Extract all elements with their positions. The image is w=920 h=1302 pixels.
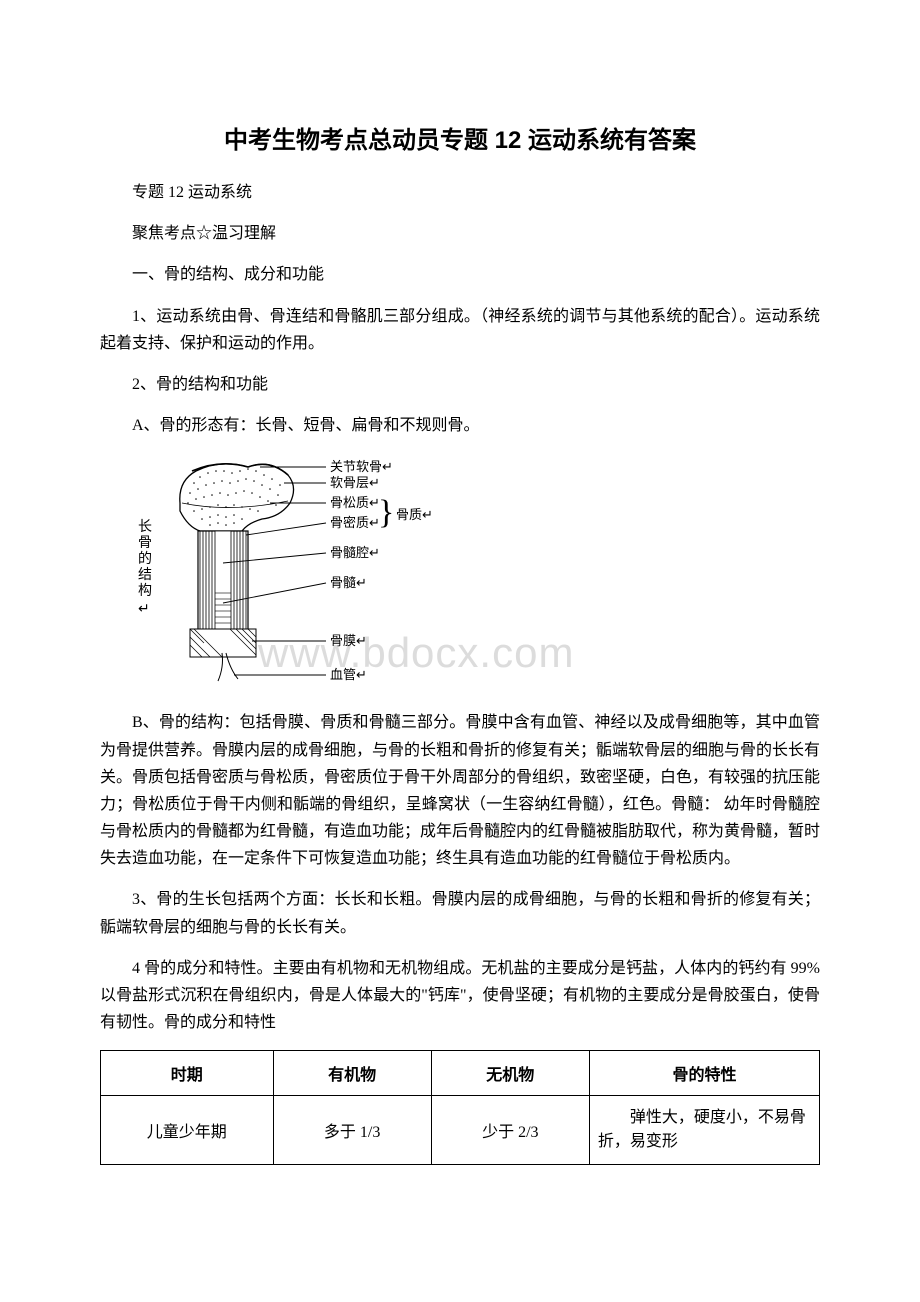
svg-text:骨质↵: 骨质↵ bbox=[396, 507, 433, 522]
para-1: 1、运动系统由骨、骨连结和骨骼肌三部分组成。（神经系统的调节与其他系统的配合）。… bbox=[100, 303, 820, 357]
document-page: 中考生物考点总动员专题 12 运动系统有答案 专题 12 运动系统 聚焦考点☆温… bbox=[0, 0, 920, 1225]
cell-property: 弹性大，硬度小，不易骨折，易变形 bbox=[589, 1096, 819, 1165]
col-property: 骨的特性 bbox=[589, 1051, 819, 1096]
svg-text:结: 结 bbox=[138, 567, 152, 583]
svg-text:构: 构 bbox=[138, 583, 152, 599]
para-2b: B、骨的结构：包括骨膜、骨质和骨髓三部分。骨膜中含有血管、神经以及成骨细胞等，其… bbox=[100, 709, 820, 872]
table-row: 儿童少年期 多于 1/3 少于 2/3 弹性大，硬度小，不易骨折，易变形 bbox=[101, 1096, 820, 1165]
bone-composition-table: 时期 有机物 无机物 骨的特性 儿童少年期 多于 1/3 少于 2/3 弹性大，… bbox=[100, 1050, 820, 1165]
col-period: 时期 bbox=[101, 1051, 274, 1096]
svg-text:}: } bbox=[378, 494, 394, 531]
svg-text:骨膜↵: 骨膜↵ bbox=[330, 633, 367, 648]
svg-text:血管↵: 血管↵ bbox=[330, 667, 367, 682]
watermark-text: www.bdocx.com bbox=[257, 629, 574, 676]
svg-text:↵: ↵ bbox=[138, 602, 150, 617]
svg-text:关节软骨↵: 关节软骨↵ bbox=[330, 459, 393, 474]
para-topic-number: 专题 12 运动系统 bbox=[100, 179, 820, 206]
bone-head bbox=[180, 464, 294, 531]
diagram-side-label: 长 骨 的 结 构 ↵ bbox=[138, 519, 152, 617]
bone-diagram-svg: www.bdocx.com 长 骨 的 结 构 ↵ bbox=[130, 453, 650, 693]
cell-period: 儿童少年期 bbox=[101, 1096, 274, 1165]
svg-text:的: 的 bbox=[138, 551, 152, 567]
svg-text:长: 长 bbox=[138, 519, 152, 535]
page-title: 中考生物考点总动员专题 12 运动系统有答案 bbox=[100, 120, 820, 155]
svg-text:骨松质↵: 骨松质↵ bbox=[330, 495, 380, 510]
bone-shaft bbox=[190, 531, 256, 681]
col-inorganic: 无机物 bbox=[431, 1051, 589, 1096]
table-header-row: 时期 有机物 无机物 骨的特性 bbox=[101, 1051, 820, 1096]
svg-text:骨髓↵: 骨髓↵ bbox=[330, 575, 367, 590]
cell-organic: 多于 1/3 bbox=[273, 1096, 431, 1165]
svg-text:骨髓腔↵: 骨髓腔↵ bbox=[330, 545, 380, 560]
svg-text:骨密质↵: 骨密质↵ bbox=[330, 515, 380, 530]
bone-diagram: www.bdocx.com 长 骨 的 结 构 ↵ bbox=[130, 453, 820, 693]
para-2: 2、骨的结构和功能 bbox=[100, 371, 820, 398]
para-section-1: 一、骨的结构、成分和功能 bbox=[100, 261, 820, 288]
para-4: 4 骨的成分和特性。主要由有机物和无机物组成。无机盐的主要成分是钙盐，人体内的钙… bbox=[100, 955, 820, 1037]
svg-text:骨: 骨 bbox=[138, 535, 152, 551]
cell-inorganic: 少于 2/3 bbox=[431, 1096, 589, 1165]
para-2a: A、骨的形态有：长骨、短骨、扁骨和不规则骨。 bbox=[100, 412, 820, 439]
para-focus: 聚焦考点☆温习理解 bbox=[100, 220, 820, 247]
col-organic: 有机物 bbox=[273, 1051, 431, 1096]
svg-text:软骨层↵: 软骨层↵ bbox=[330, 475, 380, 490]
para-3: 3、骨的生长包括两个方面：长长和长粗。骨膜内层的成骨细胞，与骨的长粗和骨折的修复… bbox=[100, 886, 820, 940]
